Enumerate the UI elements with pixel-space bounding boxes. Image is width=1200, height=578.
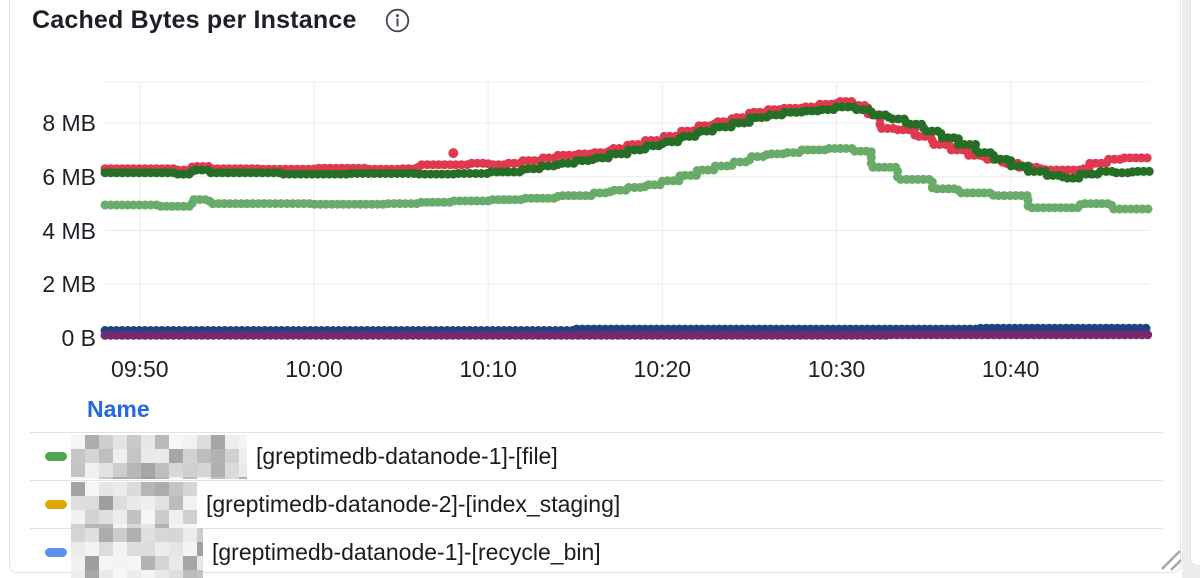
legend-table: Name [greptimedb-datanode-1]-[file] [grep…: [10, 390, 1168, 578]
y-tick-label: 0 B: [61, 325, 96, 351]
x-tick-label: 10:10: [459, 356, 517, 382]
legend-series-label: [greptimedb-datanode-1]-[file]: [256, 443, 558, 469]
legend-name-column-header[interactable]: Name: [87, 396, 150, 422]
legend-series-marker: [45, 500, 67, 509]
x-tick-label: 10:00: [285, 356, 343, 382]
y-tick-label: 4 MB: [42, 217, 96, 244]
redacted-text-mosaic: [71, 481, 197, 528]
legend-series-marker: [45, 548, 67, 557]
redacted-text-mosaic: [71, 527, 203, 578]
x-tick-label: 10:40: [981, 356, 1040, 382]
panel-title: Cached Bytes per Instance: [32, 5, 357, 34]
panel-header: Cached Bytes per Instance: [32, 4, 410, 36]
divider: [30, 528, 1163, 529]
legend-series-label: [greptimedb-datanode-2]-[index_staging]: [206, 491, 621, 517]
adjacent-panel-edge: [1190, 0, 1200, 566]
x-tick-label: 10:30: [807, 356, 866, 382]
y-tick-label: 8 MB: [42, 110, 96, 136]
legend-series-marker: [45, 452, 67, 461]
info-icon[interactable]: [385, 8, 410, 33]
legend-row[interactable]: [greptimedb-datanode-1]-[file]: [10, 433, 1168, 480]
legend-series-label: [greptimedb-datanode-1]-[recycle_bin]: [212, 539, 601, 565]
y-tick-label: 2 MB: [42, 271, 96, 298]
legend-header-row: Name: [10, 390, 1168, 432]
redacted-text-mosaic: [71, 434, 247, 479]
y-tick-label: 6 MB: [42, 163, 96, 190]
x-tick-label: 10:20: [633, 356, 692, 382]
divider: [30, 432, 1163, 433]
x-tick-label: 09:50: [111, 356, 169, 382]
divider: [30, 480, 1163, 481]
legend-row[interactable]: [greptimedb-datanode-1]-[recycle_bin]: [10, 527, 1168, 578]
legend-row[interactable]: [greptimedb-datanode-2]-[index_staging]: [10, 481, 1168, 528]
